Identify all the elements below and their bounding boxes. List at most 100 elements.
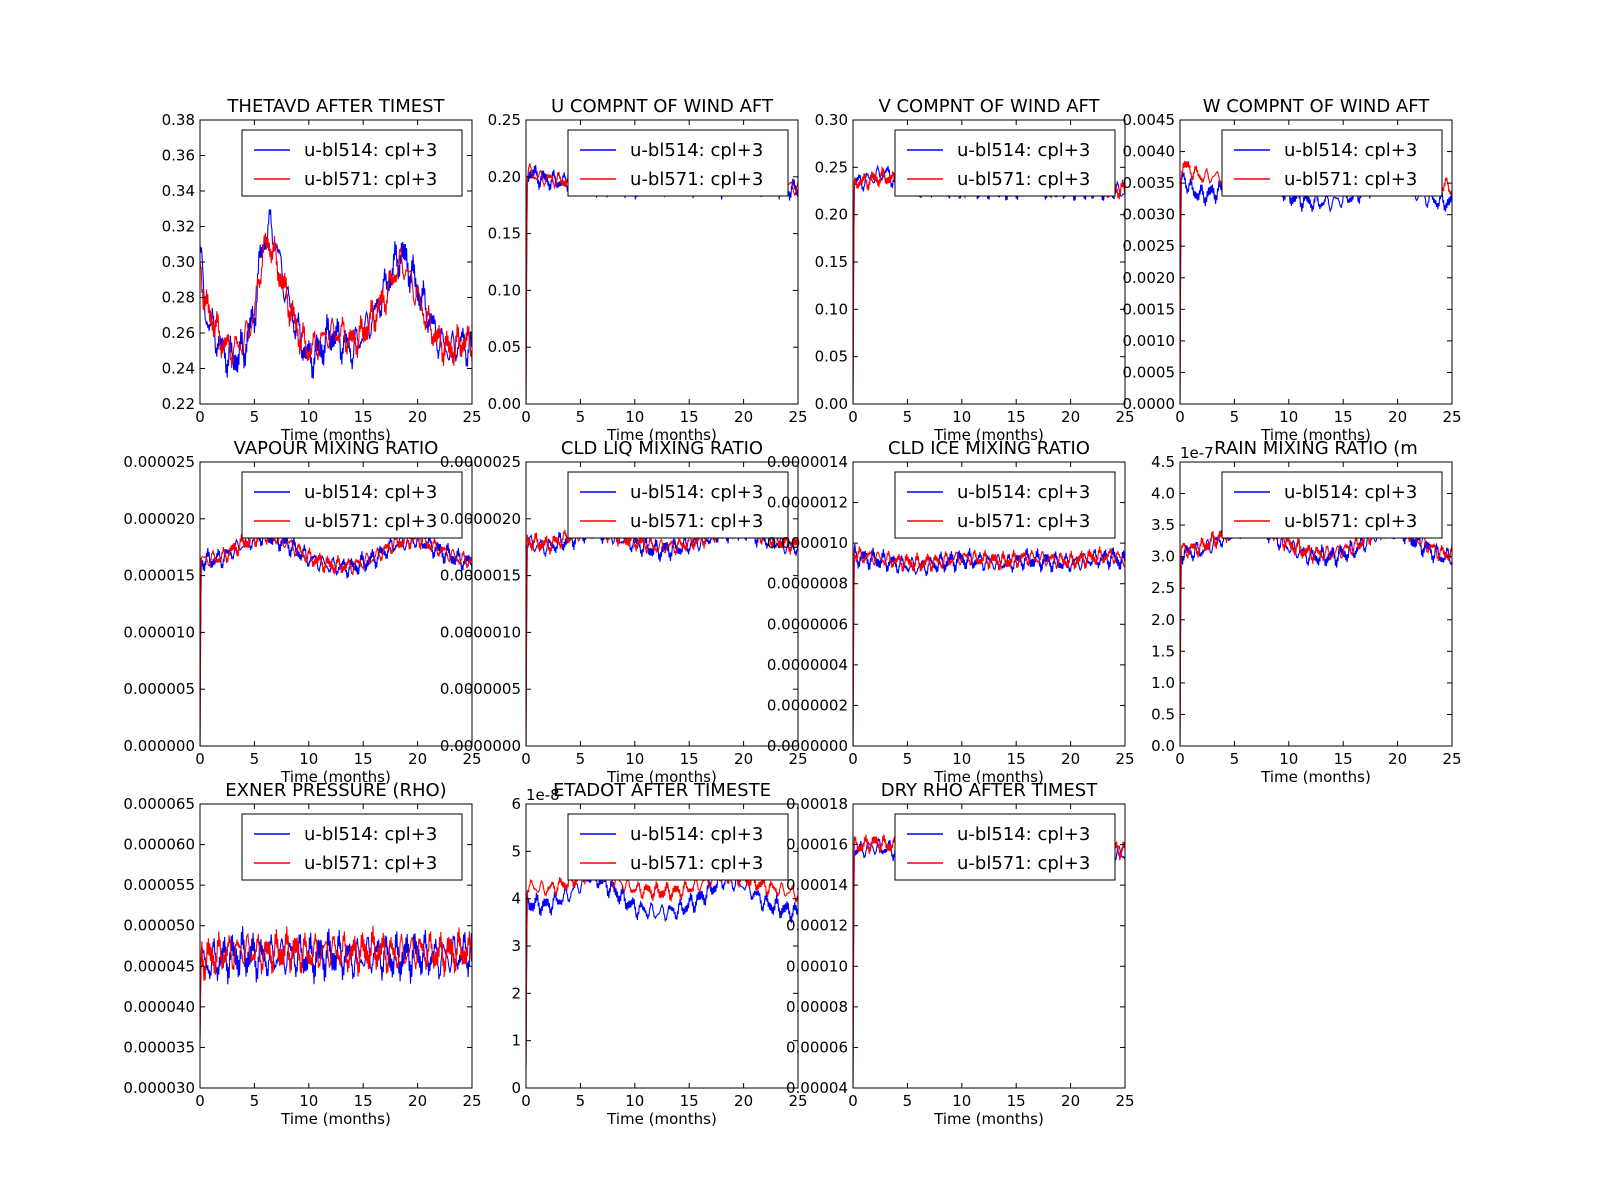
y-tick-label: 0.00018 xyxy=(786,795,848,813)
legend: u-bl514: cpl+3 u-bl571: cpl+3 xyxy=(1221,471,1443,539)
y-tick-label: 0.000025 xyxy=(123,453,195,471)
subplot-title: CLD LIQ MIXING RATIO xyxy=(561,438,763,459)
x-tick-label: 5 xyxy=(250,408,260,426)
y-tick-label: 0.000060 xyxy=(123,836,195,854)
y-tick-label: 0.25 xyxy=(815,158,848,176)
y-tick-label: 4.0 xyxy=(1151,485,1175,503)
legend-entry: u-bl571: cpl+3 xyxy=(304,853,437,874)
x-tick-label: 10 xyxy=(299,1092,318,1110)
legend-entry: u-bl571: cpl+3 xyxy=(630,169,763,190)
subplot-3: 0 5 10 15 20 25 0.00 0.05 0.10 0.15 0.20 0.25 0.30 V … xyxy=(815,96,1135,444)
y-tick-label: 0.0030 xyxy=(1123,206,1176,224)
y-tick-label: 0.000050 xyxy=(123,917,195,935)
subplot-title: U COMPNT OF WIND AFT xyxy=(551,96,774,117)
x-tick-label: 20 xyxy=(1061,408,1080,426)
x-tick-label: 10 xyxy=(625,408,644,426)
x-tick-label: 5 xyxy=(250,750,260,768)
x-tick-label: 20 xyxy=(734,408,753,426)
y-tick-label: 0.0020 xyxy=(1123,269,1176,287)
y-tick-label: 0.0000002 xyxy=(767,696,848,714)
legend-entry: u-bl514: cpl+3 xyxy=(957,482,1090,503)
x-tick-label: 10 xyxy=(952,408,971,426)
x-tick-label: 10 xyxy=(299,408,318,426)
offset-label: 1e-8 xyxy=(526,786,560,804)
series-line-2 xyxy=(200,232,472,369)
y-tick-label: 0.34 xyxy=(162,182,195,200)
y-tick-label: 0.10 xyxy=(488,281,521,299)
y-tick-label: 0.05 xyxy=(815,348,848,366)
axes-frame xyxy=(199,461,473,747)
y-tick-label: 0.0010 xyxy=(1123,332,1176,350)
y-tick-label: 0.30 xyxy=(815,111,848,129)
legend-entry: u-bl514: cpl+3 xyxy=(304,140,437,161)
axes-frame xyxy=(525,119,799,405)
x-tick-label: 15 xyxy=(354,1092,373,1110)
x-tick-label: 10 xyxy=(1279,750,1298,768)
y-tick-label: 0.0000005 xyxy=(440,680,521,698)
legend-entry: u-bl514: cpl+3 xyxy=(630,140,763,161)
x-tick-label: 25 xyxy=(1115,1092,1134,1110)
legend: u-bl514: cpl+3 u-bl571: cpl+3 xyxy=(894,813,1116,881)
x-axis-label: Time (months) xyxy=(606,768,717,786)
y-tick-label: 0.0000000 xyxy=(440,737,521,755)
x-tick-label: 20 xyxy=(408,750,427,768)
y-tick-label: 0.00012 xyxy=(786,917,848,935)
series-line-1 xyxy=(526,518,798,746)
y-tick-label: 0.0005 xyxy=(1123,363,1176,381)
y-tick-label: 0.00010 xyxy=(786,957,848,975)
y-tick-label: 3.0 xyxy=(1151,548,1175,566)
x-tick-label: 25 xyxy=(1442,750,1461,768)
legend-entry: u-bl514: cpl+3 xyxy=(630,824,763,845)
x-axis-label: Time (months) xyxy=(280,768,391,786)
x-tick-label: 0 xyxy=(1175,750,1185,768)
legend-entry: u-bl571: cpl+3 xyxy=(1284,169,1417,190)
y-tick-label: 0.000000 xyxy=(123,737,195,755)
x-tick-label: 10 xyxy=(625,750,644,768)
legend-entry: u-bl514: cpl+3 xyxy=(304,824,437,845)
y-tick-label: 0.5 xyxy=(1151,705,1175,723)
y-tick-label: 0.000065 xyxy=(123,795,195,813)
series-line-2 xyxy=(526,163,798,404)
y-tick-label: 0.32 xyxy=(162,218,195,236)
series-line-1 xyxy=(200,209,472,379)
legend-box xyxy=(567,471,789,539)
y-tick-label: 0.000020 xyxy=(123,510,195,528)
x-tick-label: 5 xyxy=(903,1092,913,1110)
y-tick-label: 0.15 xyxy=(488,225,521,243)
y-tick-label: 0.28 xyxy=(162,289,195,307)
y-tick-label: 0.000045 xyxy=(123,957,195,975)
subplot-5: 0 5 10 15 20 25 0.000000 0.000005 0.000010 0.0000… xyxy=(123,438,481,786)
y-tick-label: 0.000055 xyxy=(123,876,195,894)
y-tick-label: 0.0000010 xyxy=(440,623,521,641)
y-tick-label: 0.0000014 xyxy=(767,453,848,471)
plot-area xyxy=(526,863,798,1070)
axes-frame xyxy=(1179,119,1453,405)
subplot-title: RAIN MIXING RATIO (m xyxy=(1214,438,1418,459)
subplot-8: 0 5 10 15 20 25 0.0 0.5 1.0 1.5 2.0 2.5 3.0 3.5 4.0 4.5… xyxy=(1151,438,1461,786)
y-tick-label: 4.5 xyxy=(1151,453,1175,471)
axes-frame xyxy=(199,803,473,1089)
x-tick-label: 25 xyxy=(1115,750,1134,768)
y-tick-label: 0.24 xyxy=(162,360,195,378)
subplot-2: 0 5 10 15 20 25 0.00 0.05 0.10 0.15 0.20 0.25 U COMP… xyxy=(488,96,808,444)
y-tick-label: 0.0035 xyxy=(1123,174,1176,192)
y-tick-label: 0.000005 xyxy=(123,680,195,698)
x-tick-label: 15 xyxy=(680,408,699,426)
subplot-title: W COMPNT OF WIND AFT xyxy=(1203,96,1431,117)
y-tick-label: 0.0000015 xyxy=(440,567,521,585)
legend-box xyxy=(241,129,463,197)
x-tick-label: 15 xyxy=(1007,750,1026,768)
y-tick-label: 0.0000004 xyxy=(767,656,848,674)
legend-entry: u-bl571: cpl+3 xyxy=(304,169,437,190)
legend-entry: u-bl571: cpl+3 xyxy=(957,169,1090,190)
y-tick-label: 0.00008 xyxy=(786,998,848,1016)
x-tick-label: 10 xyxy=(299,750,318,768)
y-tick-label: 1 xyxy=(511,1032,521,1050)
y-tick-label: 0.38 xyxy=(162,111,195,129)
x-axis-label: Time (months) xyxy=(1260,768,1371,786)
y-tick-label: 6 xyxy=(511,795,521,813)
legend-box xyxy=(567,129,789,197)
x-axis-label: Time (months) xyxy=(606,1110,717,1128)
series-line-1 xyxy=(526,865,798,1070)
x-tick-label: 0 xyxy=(195,1092,205,1110)
